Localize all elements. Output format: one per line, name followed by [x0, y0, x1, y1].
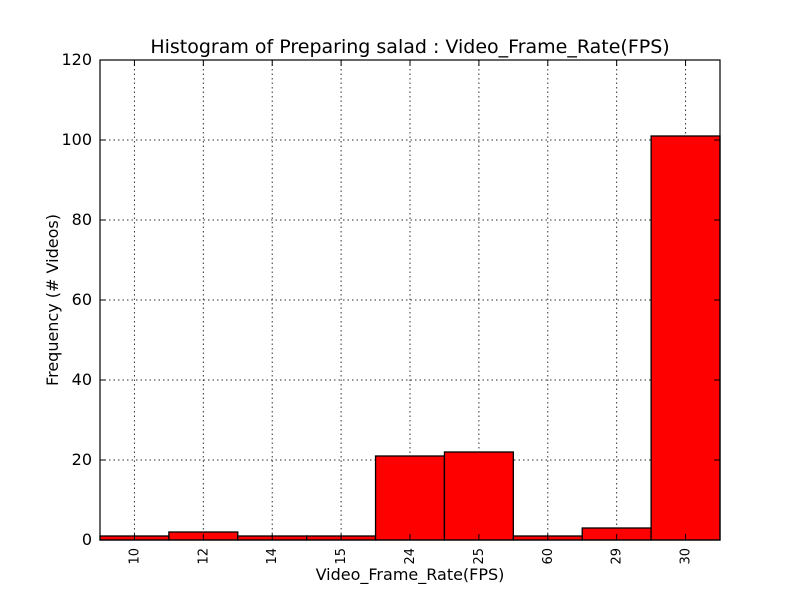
bars [99, 135, 721, 541]
x-tick-label: 60 [541, 548, 556, 565]
x-tick-label: 12 [196, 548, 211, 565]
x-tick-label: 10 [127, 548, 142, 565]
x-tick-label: 25 [472, 548, 487, 565]
y-tick-label: 120 [61, 50, 92, 69]
x-tick-label: 29 [610, 548, 625, 565]
bar-24 [374, 455, 446, 541]
y-tick-label: 60 [72, 290, 92, 309]
x-tick-label: 15 [334, 548, 349, 565]
y-tick-label: 80 [72, 210, 92, 229]
x-tick-label: 14 [265, 548, 280, 565]
x-tick-label: 24 [403, 548, 418, 565]
y-tick-label: 0 [82, 530, 92, 549]
chart-title: Histogram of Preparing salad : Video_Fra… [150, 36, 669, 58]
x-tick-label: 30 [679, 548, 694, 565]
x-axis-label: Video_Frame_Rate(FPS) [316, 565, 505, 585]
y-tick-label: 100 [61, 130, 92, 149]
x-tick-labels: 10 12 14 15 24 25 60 29 30 [127, 548, 693, 565]
bar-30 [650, 135, 721, 541]
y-axis-label: Frequency (# Videos) [43, 214, 62, 386]
y-tick-label: 20 [72, 450, 92, 469]
y-tick-label: 40 [72, 370, 92, 389]
bar-25 [443, 451, 514, 541]
y-tick-labels: 0 20 40 60 80 100 120 [61, 50, 92, 549]
axis-ticks [100, 59, 720, 541]
